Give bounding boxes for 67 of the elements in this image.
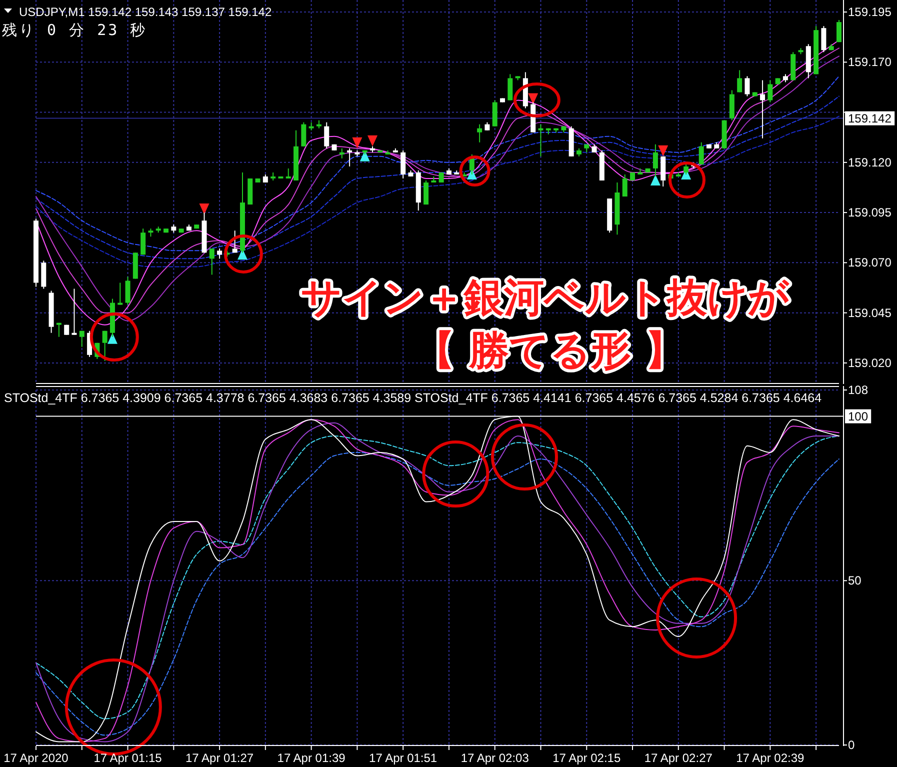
candlestick — [424, 180, 429, 206]
candlestick — [760, 80, 766, 139]
candlestick — [821, 26, 826, 53]
y-tick-label: 159.045 — [848, 306, 892, 320]
y-tick-label: 50 — [848, 574, 862, 588]
x-tick-label: 17 Apr 02:39 — [736, 751, 805, 765]
chart-title: STOStd_4TF 6.7365 4.3909 6.7365 4.3778 6.7365 4.3683 6.7365 4.3589 STOStd_4TF 6.7365 4.4141 6.7365 4.4576 6.7365 4.5284 6.7365 4.6464 — [4, 391, 822, 405]
point — [528, 93, 538, 104]
line-series — [36, 96, 840, 260]
point — [352, 137, 362, 148]
candlestick — [301, 122, 306, 147]
candlestick — [286, 168, 291, 179]
candlestick — [324, 122, 330, 149]
x-tick-label: 17 Apr 02:03 — [460, 751, 530, 765]
y-tick-label: 159.120 — [848, 155, 892, 170]
candlestick — [140, 228, 146, 256]
candlestick — [72, 288, 77, 336]
x-tick-label: 17 Apr 01:51 — [369, 751, 438, 765]
line-series — [36, 116, 840, 268]
y-tick-label: 159.170 — [848, 55, 892, 70]
candlestick — [836, 20, 842, 43]
candlestick — [744, 76, 750, 97]
candlestick — [79, 330, 84, 348]
candlestick — [622, 174, 628, 198]
candlestick — [56, 322, 62, 338]
candlestick — [102, 330, 108, 362]
y-tick-label: 0 — [848, 738, 855, 752]
x-tick-label: 17 Apr 02:15 — [552, 751, 621, 765]
candlestick — [400, 150, 406, 179]
ref-line-label: 159.142 — [848, 111, 892, 126]
ref-line-label: 100 — [848, 409, 868, 424]
candlestick — [538, 124, 544, 157]
point — [199, 204, 210, 215]
x-tick-label: 17 Apr 01:15 — [94, 751, 162, 765]
candlestick — [217, 248, 222, 260]
x-tick-label: 17 Apr 01:27 — [186, 751, 254, 765]
candlestick — [652, 144, 658, 177]
candlestick — [118, 282, 123, 306]
candlestick — [698, 142, 704, 165]
candlestick — [339, 148, 344, 159]
candlestick — [508, 74, 513, 101]
y-tick-label: 159.020 — [848, 356, 892, 370]
point — [658, 145, 668, 156]
y-tick-label: 108 — [848, 383, 868, 397]
annotation: 【 勝てる形 】 — [415, 328, 685, 374]
y-tick-label: 159.095 — [848, 206, 892, 220]
candlestick — [684, 164, 689, 175]
candlestick — [125, 276, 130, 306]
candlestick — [737, 70, 742, 93]
candlestick — [768, 80, 773, 103]
line-series — [36, 76, 840, 252]
candlestick — [209, 248, 214, 276]
candlestick — [469, 154, 474, 175]
y-tick-label: 159.195 — [848, 5, 892, 20]
x-tick-label: 17 Apr 02:27 — [644, 751, 713, 765]
annotation: サイン＋銀河ベルト抜けが — [301, 275, 790, 321]
candlestick — [347, 148, 352, 167]
x-tick-label: 17 Apr 2020 — [4, 751, 69, 765]
point — [367, 135, 378, 146]
candlestick — [477, 124, 482, 143]
x-tick-label: 17 Apr 01:39 — [277, 751, 346, 765]
text: 残り 0 分 23 秒 — [2, 21, 148, 39]
candlestick — [232, 230, 238, 254]
point — [650, 174, 660, 186]
text: USDJPY,M1 159.142 159.143 159.137 159.142 — [19, 5, 272, 19]
y-tick-label: 159.070 — [848, 256, 892, 270]
point — [107, 332, 118, 344]
